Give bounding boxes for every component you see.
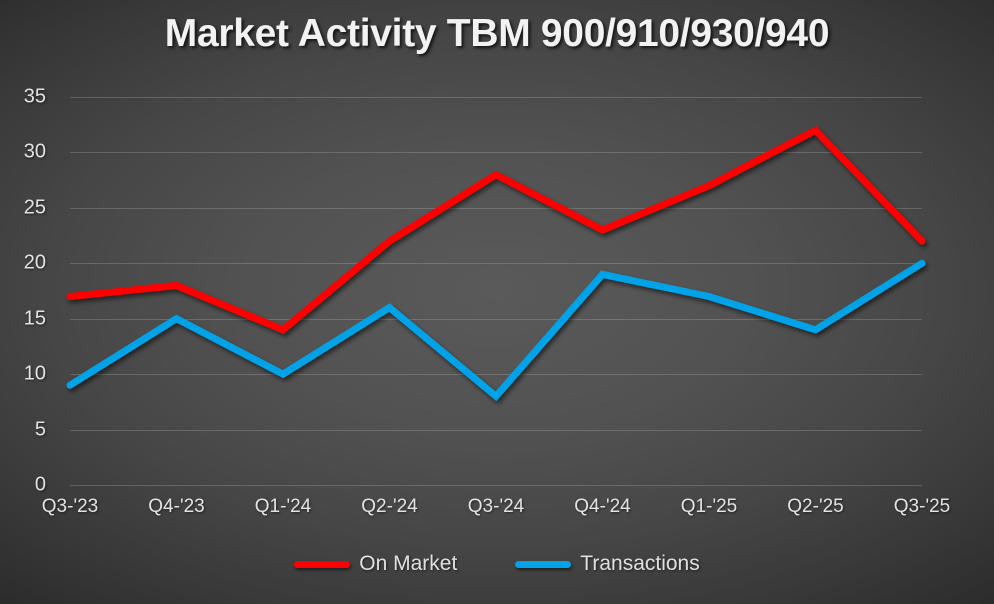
x-axis: Q3-'23 Q4-'23 Q1-'24 Q2-'24 Q3-'24 Q4-'24 Q1-'… [42, 496, 950, 526]
y-axis-tick-label: 0 [34, 473, 46, 496]
legend-swatch-icon [294, 560, 351, 568]
x-axis-tick-label: Q3-'23 [41, 496, 99, 517]
y-axis-tick-label: 15 [23, 307, 46, 330]
legend-item-transactions[interactable]: Transactions [515, 552, 700, 576]
gridline [70, 97, 922, 98]
x-axis-tick-label: Q1-'24 [254, 496, 312, 517]
gridline [70, 429, 922, 431]
y-axis-tick-label: 25 [23, 196, 46, 219]
legend-swatch-icon [515, 560, 572, 568]
legend-item-on-market[interactable]: On Market [294, 552, 457, 576]
gridline [70, 152, 922, 154]
x-axis-tick-label: Q2-'25 [787, 496, 844, 517]
x-axis-tick-label: Q3-'25 [893, 496, 951, 517]
chart-title: Market Activity TBM 900/910/930/940 [164, 12, 830, 55]
x-axis-tick-label: Q2-'24 [361, 496, 418, 517]
legend-label: On Market [359, 552, 458, 575]
y-axis-tick-label: 35 [23, 85, 46, 108]
gridline [70, 263, 922, 265]
chart-legend: On Market Transactions [0, 552, 994, 576]
x-axis-tick-label: Q4-'24 [574, 496, 631, 517]
plot-area [70, 97, 922, 486]
legend-label: Transactions [580, 552, 700, 575]
gridline [70, 485, 922, 486]
gridline [70, 207, 922, 209]
y-axis-tick-label: 30 [23, 140, 46, 163]
x-axis-tick-label: Q1-'25 [680, 496, 738, 517]
gridline [70, 374, 922, 376]
gridline [70, 318, 922, 320]
x-axis-tick-label: Q4-'23 [148, 496, 205, 517]
y-axis-tick-label: 5 [34, 418, 46, 441]
x-axis-tick-label: Q3-'24 [467, 496, 525, 517]
y-axis-tick-label: 10 [23, 362, 46, 385]
y-axis-tick-label: 20 [23, 251, 46, 274]
y-axis: 35 30 25 20 15 10 5 0 [0, 86, 58, 496]
